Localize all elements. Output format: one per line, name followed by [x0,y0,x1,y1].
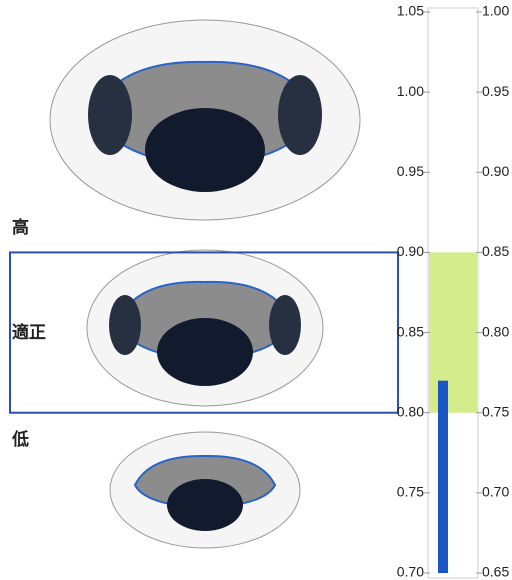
y-tick-label: 0.95 [397,163,424,179]
y2-tick-label: 0.65 [482,564,509,580]
zone-label: 高 [12,217,29,238]
y2-tick-label: 0.85 [482,243,509,259]
cross-section-medium [87,250,323,406]
y2-tick-label: 0.95 [482,83,509,99]
chart: 0.70 0.75 0.80 0.85 0.90 0.95 1.00 1.05 0.65 0.70… [0,0,512,580]
y-tick-label: 0.75 [397,484,424,500]
y-tick-label: 0.80 [397,403,424,419]
cross-section-small [110,432,300,548]
y-tick-label: 0.70 [397,564,424,580]
zone-label: 低 [11,429,29,450]
y2-tick-label: 0.70 [482,484,509,500]
y2-tick-label: 0.75 [482,403,509,419]
y-tick-label: 1.05 [397,3,424,19]
y-tick-label: 1.00 [397,83,424,99]
y2-tick-label: 1.00 [482,3,509,19]
bar [438,381,448,573]
y-tick-label: 0.90 [397,243,424,259]
cross-section-large [50,20,360,220]
y2-tick-label: 0.80 [482,323,509,339]
y2-tick-label: 0.90 [482,163,509,179]
zone-label: 適正 [12,322,46,343]
target-band [429,252,477,412]
y-tick-label: 0.85 [397,323,424,339]
